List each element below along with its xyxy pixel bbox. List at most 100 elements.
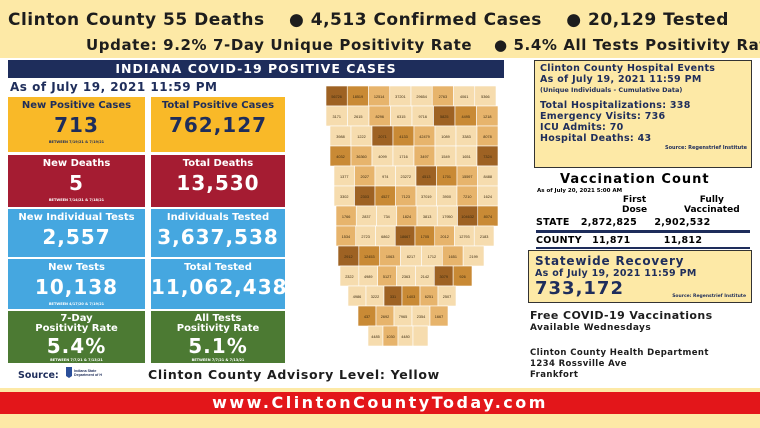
stat-label: Total Positive Cases bbox=[161, 100, 275, 111]
stat-label: New Deaths bbox=[42, 158, 111, 169]
county-label: 12453 bbox=[364, 255, 375, 259]
address-line3: Frankfort bbox=[530, 370, 579, 380]
stat-total-positive-cases: Total Positive Cases 762,127 bbox=[151, 97, 285, 152]
state-full: 2,902,532 bbox=[654, 217, 711, 228]
stat-value: 3,637,538 bbox=[157, 225, 279, 249]
county-label: 7210 bbox=[463, 195, 471, 199]
isdh-logo: Indiana State Department of Health bbox=[66, 367, 102, 378]
county-label: 1218 bbox=[483, 115, 491, 119]
county-label: 4061 bbox=[460, 95, 468, 99]
indiana-county-map: 56726 18519 12514 37201 29654 2763 4061 5366 317… bbox=[325, 85, 499, 347]
hospital-line: Hospital Deaths: 43 bbox=[540, 133, 652, 144]
stat-value: 5.4% bbox=[46, 334, 107, 358]
county-label: 1667 bbox=[435, 315, 443, 319]
recovery-as-of: As of July 19, 2021 11:59 PM bbox=[535, 268, 697, 279]
website-link[interactable]: www.ClintonCountyToday.com bbox=[0, 392, 760, 414]
county-label: 15597 bbox=[462, 175, 473, 179]
advisory-level: Clinton County Advisory Level: Yellow bbox=[148, 367, 440, 382]
county-label: 5825 bbox=[440, 115, 448, 119]
vaccination-col-full: Fully Vaccinated bbox=[684, 195, 740, 215]
county-label: 3079 bbox=[439, 275, 447, 279]
county-label: 1063 bbox=[386, 255, 394, 259]
county-label: 2837 bbox=[362, 215, 370, 219]
county-label: 12514 bbox=[374, 95, 385, 99]
statewide-recovery-panel: Statewide Recovery As of July 19, 2021 1… bbox=[528, 250, 752, 303]
county-label: 3171 bbox=[333, 115, 341, 119]
headline: Clinton County 55 Deaths ● 4,513 Confirm… bbox=[8, 10, 747, 30]
vaccination-divider-bottom bbox=[536, 247, 750, 249]
hospital-events-panel: Clinton County Hospital Events As of Jul… bbox=[534, 60, 752, 168]
stat-all-tests-positivity: All Tests Positivity Rate 5.1% BETWEEN 7… bbox=[151, 311, 285, 363]
county-cell bbox=[412, 325, 429, 347]
county-label: 6315 bbox=[397, 115, 405, 119]
county-label: 8074 bbox=[484, 215, 492, 219]
county-label: 104632 bbox=[461, 215, 474, 219]
county-label: 1766 bbox=[342, 215, 350, 219]
stat-value: 762,127 bbox=[168, 113, 268, 137]
county-label: 29654 bbox=[416, 95, 427, 99]
county-label: 2142 bbox=[421, 275, 429, 279]
county-label: 1089 bbox=[441, 135, 449, 139]
stat-label: 7-Day Positivity Rate bbox=[35, 313, 118, 334]
county-label: 1534 bbox=[342, 235, 350, 239]
top-banner bbox=[0, 0, 760, 58]
map-shapes bbox=[325, 85, 499, 347]
stat-label: Total Deaths bbox=[182, 158, 254, 169]
county-label: 3302 bbox=[340, 195, 348, 199]
county-label: 2303 bbox=[361, 195, 369, 199]
county-label: 1624 bbox=[484, 195, 492, 199]
vaccination-state-row: STATE 2,872,825 2,902,532 bbox=[536, 217, 711, 228]
county-label: 18519 bbox=[353, 95, 364, 99]
headline-tested: ● 20,129 Tested bbox=[566, 10, 729, 30]
county-label: 4480 bbox=[401, 335, 409, 339]
county-label: 1651 bbox=[462, 155, 470, 159]
county-label: 4485 bbox=[371, 335, 379, 339]
panel-title: INDIANA COVID-19 POSITIVE CASES bbox=[8, 60, 504, 78]
county-label: 1701 bbox=[443, 175, 451, 179]
county-label: 1222 bbox=[357, 135, 365, 139]
stat-note: BETWEEN 7/7/21 & 7/13/21 bbox=[50, 358, 103, 362]
stat-label: Total Tested bbox=[184, 262, 252, 273]
update-label: Update: bbox=[86, 36, 158, 54]
county-label: 4133 bbox=[399, 135, 407, 139]
county-label: 4495 bbox=[462, 115, 470, 119]
update-rate-7day: 9.2% 7-Day Unique Positivity Rate bbox=[163, 36, 473, 54]
update-rate-all: ● 5.4% All Tests Positivity Rate bbox=[493, 36, 760, 54]
update-line: Update: 9.2% 7-Day Unique Positivity Rat… bbox=[86, 36, 760, 54]
county-label: 9716 bbox=[419, 115, 427, 119]
county-label: 3383 bbox=[462, 135, 470, 139]
county-label: 37019 bbox=[421, 195, 432, 199]
county-label: 23272 bbox=[400, 175, 411, 179]
hospital-title: Clinton County Hospital Events bbox=[540, 63, 716, 74]
county-label: 17950 bbox=[442, 215, 453, 219]
stat-label: New Tests bbox=[48, 262, 105, 273]
stat-new-positive-cases: New Positive Cases 713 BETWEEN 7/19/21 &… bbox=[8, 97, 145, 152]
county-cell bbox=[452, 265, 473, 287]
county-label: 7965 bbox=[399, 315, 407, 319]
county-label: 2763 bbox=[439, 95, 447, 99]
county-label: 3813 bbox=[423, 215, 431, 219]
stat-individuals-tested: Individuals Tested 3,637,538 bbox=[151, 209, 285, 257]
county-label: 37201 bbox=[395, 95, 406, 99]
hospital-line: ICU Admits: 70 bbox=[540, 122, 624, 133]
county-label: 1377 bbox=[340, 175, 348, 179]
county-label: 2322 bbox=[345, 275, 353, 279]
county-label: 18667 bbox=[400, 235, 411, 239]
stat-new-deaths: New Deaths 5 BETWEEN 7/14/21 & 7/18/21 bbox=[8, 155, 145, 207]
stat-new-tests: New Tests 10,138 BETWEEN 4/17/20 & 7/19/… bbox=[8, 259, 145, 309]
stat-note: BETWEEN 7/19/21 & 7/19/21 bbox=[48, 140, 105, 144]
county-label: 1712 bbox=[428, 255, 436, 259]
vaccination-title: Vaccination Count bbox=[560, 172, 710, 187]
stat-value: 5 bbox=[69, 171, 84, 195]
recovery-title: Statewide Recovery bbox=[535, 254, 685, 268]
recovery-value: 733,172 bbox=[535, 278, 624, 299]
county-label: 2615 bbox=[354, 115, 362, 119]
stat-value: 5.1% bbox=[188, 334, 248, 358]
stat-label: New Positive Cases bbox=[21, 100, 132, 111]
address-line1: Clinton County Health Department bbox=[530, 348, 709, 358]
county-label: 1705 bbox=[421, 235, 429, 239]
county-label: 56726 bbox=[331, 95, 342, 99]
stat-label: All Tests Positivity Rate bbox=[176, 313, 260, 334]
recovery-cite: Source: Regenstrief Institute bbox=[672, 294, 746, 299]
county-label: 5127 bbox=[383, 275, 391, 279]
